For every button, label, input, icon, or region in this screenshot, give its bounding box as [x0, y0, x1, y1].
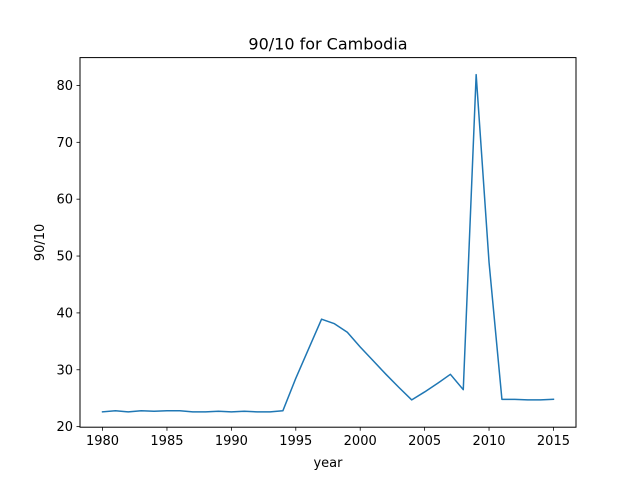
x-tick-label: 1990 [215, 434, 248, 449]
axes-frame [79, 57, 577, 428]
y-tick-label: 20 [56, 420, 73, 435]
plot-area [101, 73, 555, 413]
chart-title: 90/10 for Cambodia [248, 35, 407, 54]
y-tick-label: 40 [56, 306, 73, 321]
y-axis-label: 90/10 [33, 224, 48, 261]
x-tick-label: 1985 [150, 434, 183, 449]
x-tick-label: 1995 [279, 434, 312, 449]
y-axis: 20 30 40 50 60 70 80 [56, 79, 80, 435]
y-tick-label: 60 [56, 193, 73, 208]
y-tick-label: 70 [56, 136, 73, 151]
x-axis: 1980 1985 1990 1995 2000 2005 2010 2015 [86, 427, 570, 449]
x-tick-label: 2015 [537, 434, 570, 449]
y-tick-label: 50 [56, 250, 73, 265]
x-tick-label: 2005 [408, 434, 441, 449]
series-line-0 [101, 73, 555, 413]
y-tick-label: 30 [56, 363, 73, 378]
y-tick-label: 80 [56, 79, 73, 94]
x-tick-label: 2000 [344, 434, 377, 449]
x-axis-label: year [313, 456, 343, 471]
x-tick-label: 2010 [472, 434, 505, 449]
x-tick-label: 1980 [86, 434, 119, 449]
